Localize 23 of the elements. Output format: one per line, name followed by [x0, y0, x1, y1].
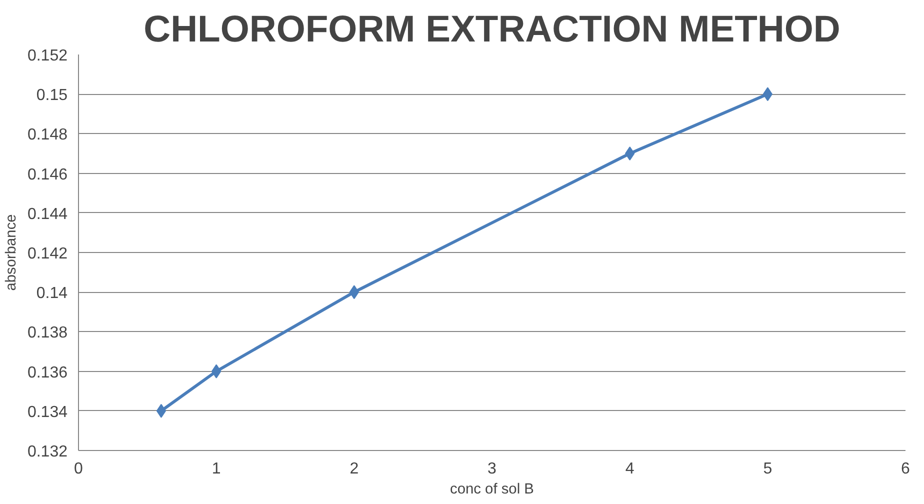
y-tick-label: 0.148: [27, 126, 68, 144]
y-axis-title: absorbance: [3, 214, 20, 291]
x-tick-label: 2: [350, 460, 359, 478]
y-tick-label: 0.138: [27, 324, 68, 342]
x-tick-label: 0: [74, 460, 84, 478]
y-tick-label: 0.14: [36, 285, 68, 302]
y-tick-label: 0.144: [27, 206, 68, 223]
y-tick-label: 0.134: [27, 404, 68, 421]
x-tick-label: 1: [212, 460, 221, 478]
y-tick-label: 0.136: [27, 364, 68, 382]
x-tick-label: 3: [488, 460, 497, 478]
y-tick-label: 0.15: [36, 87, 68, 104]
y-tick-label: 0.146: [27, 166, 68, 184]
chart-title: CHLOROFORM EXTRACTION METHOD: [144, 8, 840, 50]
y-tick-label: 0.152: [27, 48, 68, 64]
point: [625, 146, 635, 160]
point: [156, 404, 166, 418]
x-tick-label: 6: [901, 460, 910, 478]
x-tick-label: 4: [625, 460, 634, 478]
x-tick-label: 5: [763, 460, 772, 478]
x-axis-title: conc of sol B: [450, 482, 534, 498]
y-tick-label: 0.132: [27, 444, 68, 460]
y-tick-label: 0.142: [27, 246, 68, 262]
